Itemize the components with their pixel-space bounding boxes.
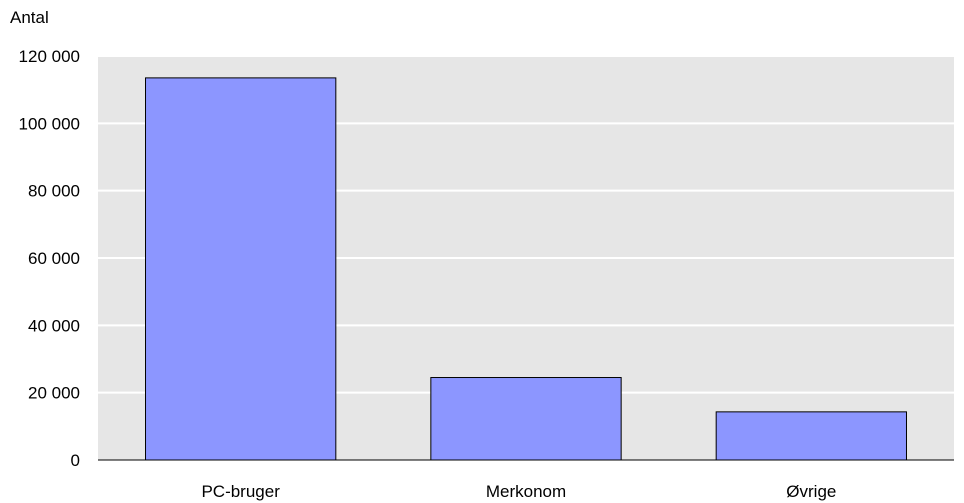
bar-merkonom xyxy=(430,377,622,461)
y-tick-label: 100 000 xyxy=(19,114,80,133)
bars xyxy=(145,77,907,461)
y-tick-label: 0 xyxy=(71,451,80,470)
y-tick-label: 20 000 xyxy=(28,384,80,403)
x-axis-labels: PC-bruger Merkonom Øvrige xyxy=(201,482,836,501)
y-axis-label: Antal xyxy=(10,8,49,27)
y-tick-label: 80 000 xyxy=(28,182,80,201)
y-tick-label: 120 000 xyxy=(19,47,80,66)
y-tick-label: 60 000 xyxy=(28,249,80,268)
x-category-label: PC-bruger xyxy=(201,482,280,501)
x-category-label: Merkonom xyxy=(486,482,566,501)
bar-øvrige xyxy=(715,411,907,461)
y-axis-ticks: 0 20 000 40 000 60 000 80 000 100 000 120 000 xyxy=(19,47,80,470)
bar-pc-bruger xyxy=(145,77,337,461)
y-tick-label: 40 000 xyxy=(28,316,80,335)
x-category-label: Øvrige xyxy=(786,482,836,501)
